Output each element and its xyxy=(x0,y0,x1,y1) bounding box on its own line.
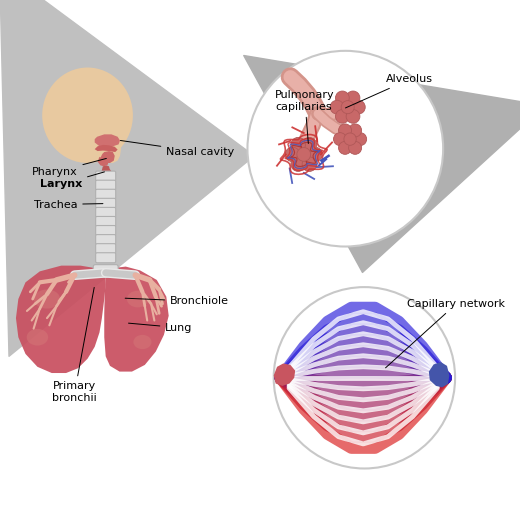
Circle shape xyxy=(335,110,349,123)
FancyBboxPatch shape xyxy=(96,198,116,209)
Circle shape xyxy=(274,287,455,469)
Circle shape xyxy=(330,100,344,114)
Text: Pulmonary
capillaries: Pulmonary capillaries xyxy=(275,90,335,144)
Text: Primary
bronchii: Primary bronchii xyxy=(53,288,97,403)
Text: Alveolus: Alveolus xyxy=(345,74,433,108)
Text: Capillary network: Capillary network xyxy=(385,299,505,368)
Circle shape xyxy=(346,110,360,123)
Polygon shape xyxy=(16,266,106,373)
Circle shape xyxy=(344,133,356,145)
Text: Pharynx: Pharynx xyxy=(32,159,107,177)
Circle shape xyxy=(104,168,110,174)
Circle shape xyxy=(346,91,360,105)
FancyBboxPatch shape xyxy=(96,235,116,244)
Circle shape xyxy=(248,51,443,246)
Circle shape xyxy=(291,157,305,172)
Ellipse shape xyxy=(27,329,48,346)
Polygon shape xyxy=(95,145,118,152)
Circle shape xyxy=(348,124,361,137)
Circle shape xyxy=(333,133,346,146)
Circle shape xyxy=(285,147,300,162)
Polygon shape xyxy=(100,151,115,163)
FancyBboxPatch shape xyxy=(96,226,116,236)
Polygon shape xyxy=(102,165,110,178)
Circle shape xyxy=(302,157,317,172)
FancyBboxPatch shape xyxy=(96,180,116,190)
Polygon shape xyxy=(98,157,108,166)
Circle shape xyxy=(106,169,111,175)
Polygon shape xyxy=(429,362,449,387)
Circle shape xyxy=(352,100,365,114)
FancyBboxPatch shape xyxy=(93,265,118,277)
Polygon shape xyxy=(104,267,168,372)
Circle shape xyxy=(341,101,354,114)
Ellipse shape xyxy=(133,335,151,349)
Text: Larynx: Larynx xyxy=(40,172,105,189)
Circle shape xyxy=(339,141,352,154)
FancyBboxPatch shape xyxy=(96,216,116,227)
Circle shape xyxy=(297,148,310,161)
Circle shape xyxy=(339,124,352,137)
Circle shape xyxy=(335,91,349,105)
Text: Trachea: Trachea xyxy=(34,200,103,210)
Polygon shape xyxy=(274,363,295,386)
Circle shape xyxy=(308,147,322,162)
Circle shape xyxy=(354,133,367,146)
Text: Bronchiole: Bronchiole xyxy=(125,296,229,306)
Ellipse shape xyxy=(42,68,133,163)
FancyBboxPatch shape xyxy=(96,171,116,181)
Circle shape xyxy=(101,169,107,175)
Polygon shape xyxy=(95,134,120,147)
FancyBboxPatch shape xyxy=(96,244,116,254)
FancyBboxPatch shape xyxy=(96,207,116,217)
Circle shape xyxy=(348,141,361,154)
Polygon shape xyxy=(87,120,121,163)
FancyBboxPatch shape xyxy=(96,189,116,199)
Text: Nasal cavity: Nasal cavity xyxy=(120,140,235,157)
Text: Lung: Lung xyxy=(128,323,193,333)
Ellipse shape xyxy=(127,291,148,307)
Circle shape xyxy=(291,137,305,152)
Circle shape xyxy=(302,137,317,152)
Ellipse shape xyxy=(34,290,60,308)
FancyBboxPatch shape xyxy=(96,253,116,263)
